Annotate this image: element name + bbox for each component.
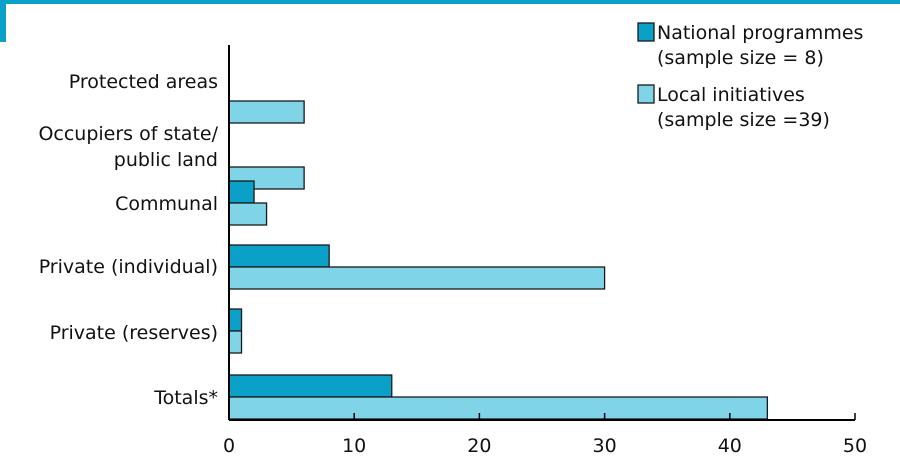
legend-label: National programmes	[657, 22, 863, 44]
bar-local	[228, 202, 268, 226]
category-label: public land	[114, 149, 218, 171]
bar-local	[228, 330, 243, 354]
bar-national	[228, 180, 255, 204]
category-label: Private (reserves)	[50, 322, 218, 344]
bar-local	[228, 266, 606, 290]
top-accent-bar	[0, 0, 900, 4]
x-tick-label: 50	[843, 435, 867, 457]
x-tick-label: 0	[223, 435, 235, 457]
bar-local	[228, 100, 305, 124]
bar-national	[228, 374, 393, 398]
bar-local	[228, 396, 769, 420]
x-tick-label: 10	[342, 435, 366, 457]
legend-label: Local initiatives	[657, 84, 805, 106]
bar-national	[228, 244, 330, 268]
category-label: Communal	[115, 193, 218, 215]
category-label: Private (individual)	[39, 256, 218, 278]
legend-swatch-local	[637, 84, 655, 104]
x-tick-label: 20	[467, 435, 491, 457]
category-label: Occupiers of state/	[38, 123, 218, 145]
category-label: Protected areas	[69, 71, 218, 93]
legend-label: (sample size =39)	[657, 109, 830, 131]
legend-swatch-national	[637, 22, 655, 42]
x-tick-label: 40	[718, 435, 742, 457]
category-label: Totals*	[153, 387, 218, 409]
legend-label: (sample size = 8)	[657, 47, 824, 69]
x-tick-label: 30	[593, 435, 617, 457]
bar-national	[228, 308, 243, 332]
side-accent-tab	[0, 4, 6, 42]
